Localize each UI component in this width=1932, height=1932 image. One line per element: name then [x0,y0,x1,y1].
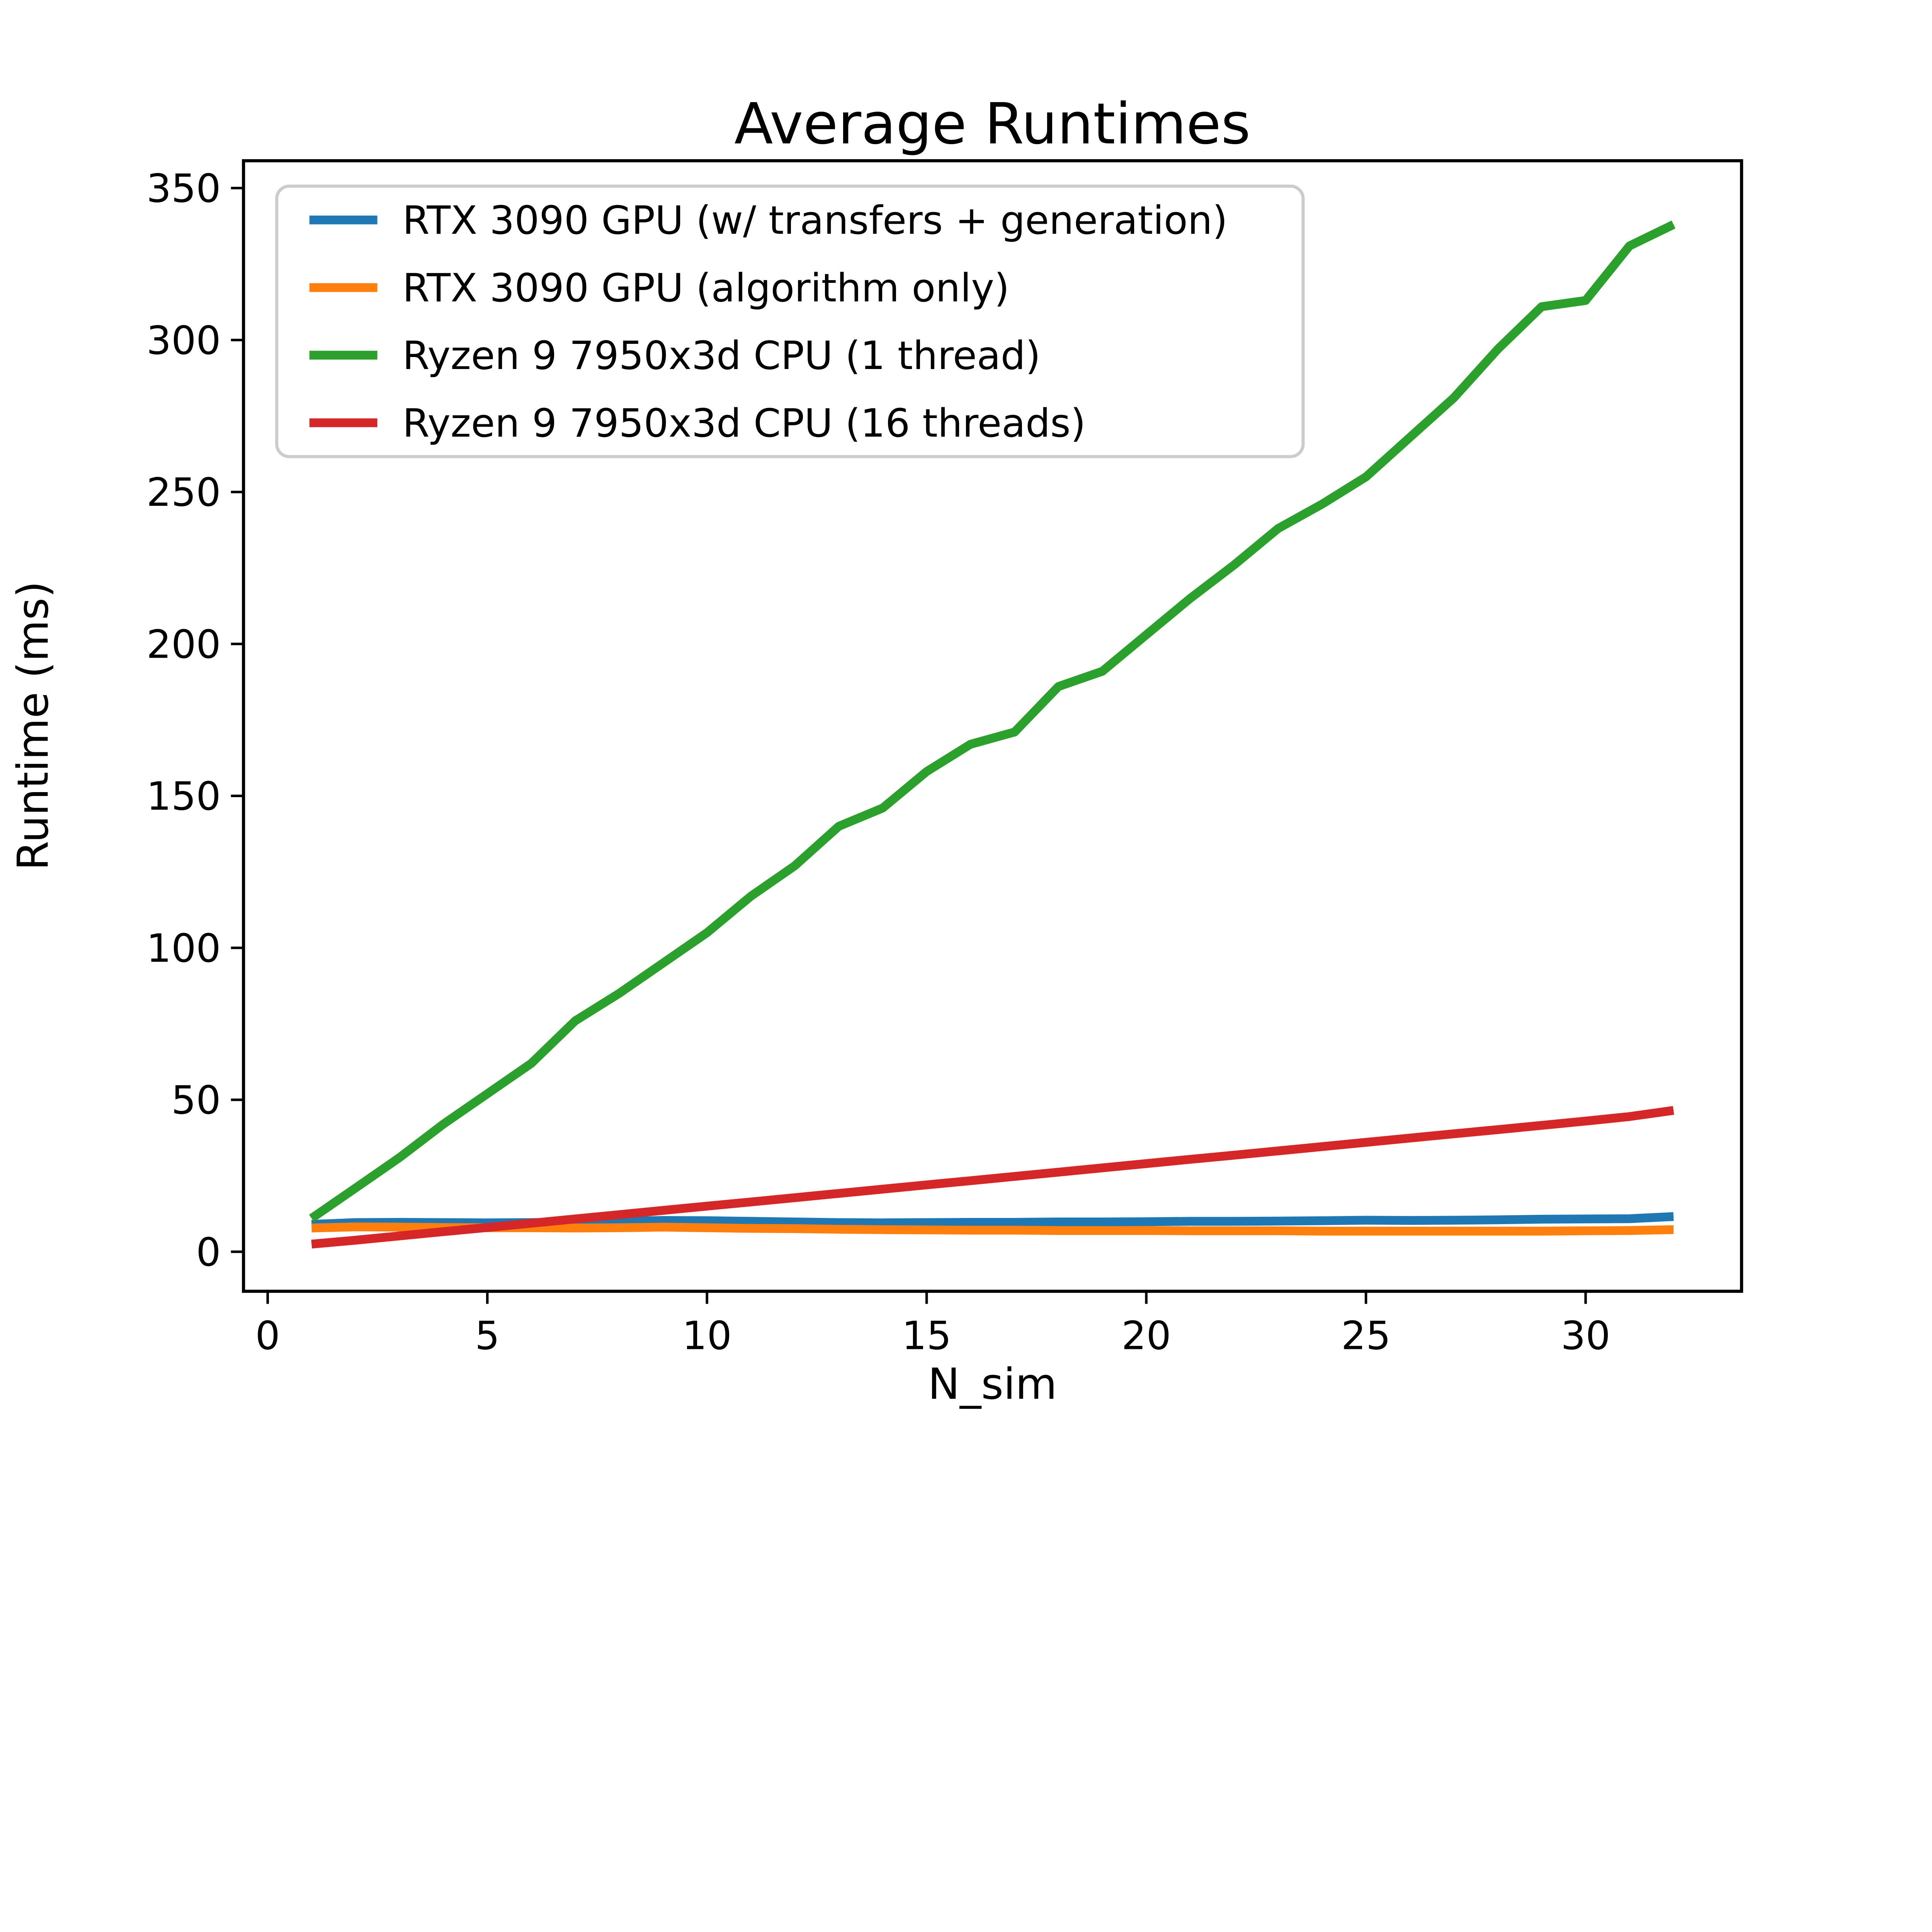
y-tick-label: 150 [146,774,221,819]
legend-label-0: RTX 3090 GPU (w/ transfers + generation) [403,197,1228,243]
x-tick-label: 5 [475,1313,500,1359]
legend-label-1: RTX 3090 GPU (algorithm only) [403,265,1010,311]
y-tick-label: 350 [146,166,221,211]
y-tick-label: 50 [171,1077,221,1123]
chart-title: Average Runtimes [734,91,1250,157]
legend-label-3: Ryzen 9 7950x3d CPU (16 threads) [403,400,1086,446]
y-tick-label: 250 [146,469,221,515]
legend-box [275,184,1305,458]
x-tick-label: 20 [1121,1313,1171,1359]
series-line-3 [311,1106,1674,1249]
x-axis-label: N_sim [928,1359,1057,1409]
x-tick-label: 10 [682,1313,731,1359]
y-tick-label: 100 [146,925,221,971]
series-line-1 [311,1222,1674,1236]
y-tick-label: 0 [196,1229,221,1275]
y-tick-label: 200 [146,621,221,667]
x-tick-label: 0 [255,1313,280,1359]
legend-label-2: Ryzen 9 7950x3d CPU (1 thread) [403,333,1041,378]
axes-frame [242,159,1743,1293]
figure: 0 5 10 15 20 25 30 0 50 100 150 200 250 300 350 RTX 309… [8,91,1743,1409]
y-axis-label: Runtime (ms) [9,581,58,871]
x-tick-label: 30 [1561,1313,1610,1359]
y-tick-label: 300 [146,318,221,363]
x-tick-label: 25 [1341,1313,1391,1359]
series-line-2 [309,220,1676,1222]
x-tick-label: 15 [902,1313,951,1359]
